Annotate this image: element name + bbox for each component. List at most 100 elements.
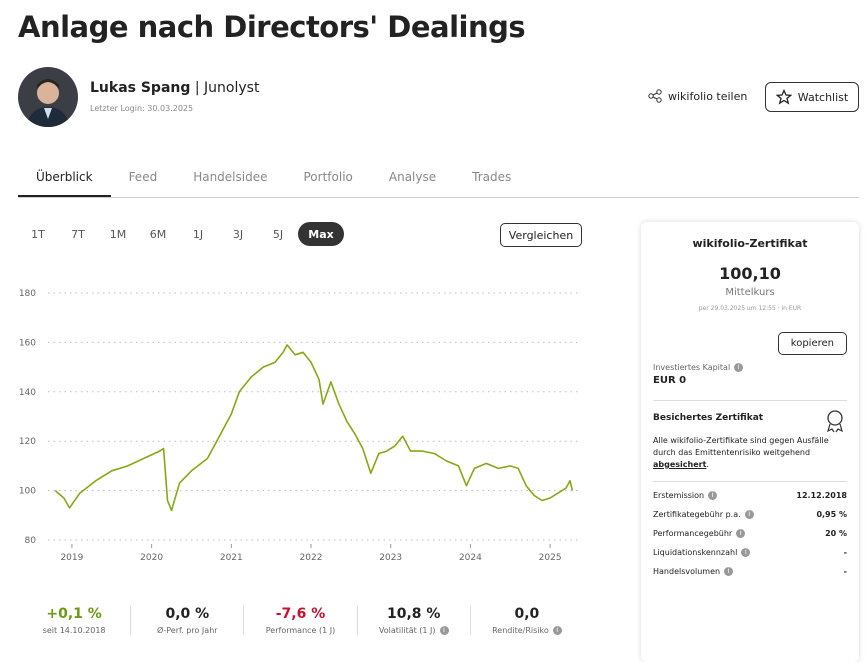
y-tick-label: 180 xyxy=(19,289,36,299)
price-label: Mittelkurs xyxy=(725,287,775,298)
tab[interactable]: Trades xyxy=(472,170,512,184)
range-button[interactable]: Max xyxy=(298,222,344,246)
detail-label: Handelsvolumen xyxy=(653,567,721,576)
invested-label: Investiertes Kapital i xyxy=(653,363,847,372)
badge-icon xyxy=(827,410,843,433)
star-icon xyxy=(775,89,792,105)
info-icon[interactable]: i xyxy=(724,567,734,576)
range-button[interactable]: 6M xyxy=(149,227,167,241)
info-icon[interactable]: i xyxy=(744,510,754,519)
y-tick-label: 100 xyxy=(19,487,36,497)
range-selector: 1T 7T 1M 6M 1J 3J 5J Max xyxy=(18,222,344,246)
price: 100,10 xyxy=(719,264,781,283)
stat: 10,8 % Volatilität (1 J) i xyxy=(358,606,471,635)
tab-bar: Überblick Feed Handelsidee Portfolio Analyse… xyxy=(18,160,859,198)
last-login: Letzter Login: 30.03.2025 xyxy=(90,104,194,113)
tab[interactable]: Portfolio xyxy=(303,170,353,184)
author: Lukas Spang | Junolyst xyxy=(90,80,259,96)
stat: +0,1 % seit 14.10.2018 xyxy=(18,606,132,635)
x-tick-label: 2025 xyxy=(539,553,562,563)
watchlist-label: Watchlist xyxy=(797,90,849,104)
detail-label-wrap: Performancegebühr i xyxy=(653,529,746,538)
separator: | xyxy=(194,80,200,96)
stat-value: -7,6 % xyxy=(275,606,326,622)
info-icon[interactable]: i xyxy=(439,626,449,635)
y-tick-label: 120 xyxy=(19,437,36,447)
detail-label-wrap: Liquidationskennzahl i xyxy=(653,548,751,557)
tab[interactable]: Überblick xyxy=(18,160,111,197)
x-tick-label: 2024 xyxy=(459,553,482,563)
share-button[interactable]: wikifolio teilen xyxy=(648,89,747,103)
stat: 0,0 % Ø-Perf. pro Jahr xyxy=(131,606,245,635)
share-label: wikifolio teilen xyxy=(668,89,748,103)
info-icon[interactable]: i xyxy=(736,529,746,538)
x-tick-label: 2020 xyxy=(140,553,163,563)
stat: 0,0 Rendite/Risiko i xyxy=(471,606,583,635)
info-icon[interactable]: i xyxy=(741,548,751,557)
secured-text: Alle wikifolio-Zertifikate sind gegen Au… xyxy=(653,435,847,471)
info-icon[interactable]: i xyxy=(552,626,562,635)
detail-value: - xyxy=(843,548,847,557)
x-tick-label: 2021 xyxy=(220,553,243,563)
secured-section: Besichertes Zertifikat Alle wikifolio-Ze… xyxy=(653,400,847,471)
author-company: Junolyst xyxy=(204,80,260,96)
page-title: Anlage nach Directors' Dealings xyxy=(18,10,526,44)
stat-label: Rendite/Risiko i xyxy=(471,626,583,635)
detail-row: Handelsvolumen i - xyxy=(653,562,847,581)
stat-label: Performance (1 J) xyxy=(265,626,336,635)
stat-value: +0,1 % xyxy=(46,606,102,622)
stat: -7,6 % Performance (1 J) xyxy=(244,606,358,635)
stat-value: 0,0 xyxy=(514,606,540,622)
range-button[interactable]: 3J xyxy=(232,227,244,241)
secured-end: . xyxy=(706,460,709,469)
detail-label: Performancegebühr xyxy=(653,529,733,538)
invested-label-text: Investiertes Kapital xyxy=(653,363,731,372)
stats-row: +0,1 % seit 14.10.2018 0,0 % Ø-Perf. pro Ja… xyxy=(18,606,583,635)
tab[interactable]: Analyse xyxy=(388,170,437,184)
details: Erstemission i 12.12.2018 Zertifikategebühr… xyxy=(653,481,847,581)
x-tick-label: 2023 xyxy=(379,553,402,563)
range-button[interactable]: 7T xyxy=(71,227,85,241)
secured-title: Besichertes Zertifikat xyxy=(653,413,764,423)
detail-value: 12.12.2018 xyxy=(796,491,847,500)
watchlist-button[interactable]: Watchlist xyxy=(765,82,859,112)
stat-label: Volatilität (1 J) i xyxy=(358,626,470,635)
detail-label-wrap: Zertifikategebühr p.a. i xyxy=(653,510,754,519)
stat-label: Ø-Perf. pro Jahr xyxy=(157,626,218,635)
author-name[interactable]: Lukas Spang xyxy=(90,80,191,96)
copy-button[interactable]: kopieren xyxy=(777,332,847,355)
chart: 80 100 120 140 160 180 2019 2020 2021 2022 2023 202… xyxy=(19,289,578,563)
detail-row: Zertifikategebühr p.a. i 0,95 % xyxy=(653,505,847,524)
detail-label: Liquidationskennzahl xyxy=(653,548,738,557)
y-tick-label: 140 xyxy=(19,388,36,398)
range-button[interactable]: 1J xyxy=(192,227,204,241)
detail-row: Erstemission i 12.12.2018 xyxy=(653,486,847,505)
certificate-card: wikifolio-Zertifikat 100,10 Mittelkurs p… xyxy=(641,222,859,662)
range-button[interactable]: 1M xyxy=(109,227,127,241)
price-note: per 29.03.2025 um 12:55 · in EUR xyxy=(698,305,802,312)
invested-value: EUR 0 xyxy=(653,375,687,386)
tab[interactable]: Handelsidee xyxy=(193,170,268,184)
info-icon[interactable]: i xyxy=(734,363,744,372)
detail-row: Performancegebühr i 20 % xyxy=(653,524,847,543)
price-line xyxy=(54,344,574,512)
detail-value: 20 % xyxy=(825,529,847,538)
stat-value: 0,0 % xyxy=(165,606,210,622)
detail-label: Erstemission xyxy=(653,491,705,500)
detail-value: - xyxy=(843,567,847,576)
y-tick-label: 80 xyxy=(25,536,37,546)
range-button[interactable]: 5J xyxy=(272,227,284,241)
detail-label: Zertifikategebühr p.a. xyxy=(653,510,741,519)
info-icon[interactable]: i xyxy=(708,491,718,500)
share-icon xyxy=(648,89,662,103)
detail-label-wrap: Handelsvolumen i xyxy=(653,567,734,576)
x-tick-label: 2019 xyxy=(60,553,83,563)
stat-value: 10,8 % xyxy=(386,606,441,622)
tab[interactable]: Feed xyxy=(128,170,158,184)
range-button[interactable]: 1T xyxy=(31,227,45,241)
secured-link[interactable]: abgesichert xyxy=(653,460,707,469)
avatar xyxy=(18,67,78,127)
avatar-image xyxy=(26,79,70,127)
compare-button[interactable]: Vergleichen xyxy=(500,223,582,247)
